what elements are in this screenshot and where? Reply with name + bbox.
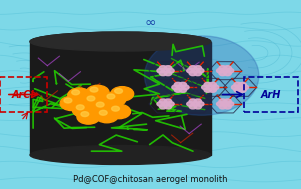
Circle shape: [219, 71, 226, 76]
Circle shape: [222, 102, 229, 106]
Ellipse shape: [30, 146, 211, 164]
Circle shape: [204, 88, 211, 92]
Text: ∞: ∞: [145, 16, 156, 30]
Circle shape: [206, 85, 214, 90]
Circle shape: [164, 99, 172, 104]
Circle shape: [179, 88, 187, 92]
Circle shape: [64, 98, 72, 103]
Circle shape: [99, 110, 107, 115]
Circle shape: [107, 94, 115, 99]
Circle shape: [87, 96, 95, 101]
Circle shape: [157, 68, 164, 73]
Circle shape: [194, 66, 201, 70]
Circle shape: [60, 96, 83, 111]
Circle shape: [216, 68, 224, 73]
Circle shape: [68, 88, 91, 102]
Circle shape: [194, 71, 201, 76]
Circle shape: [226, 102, 234, 106]
Circle shape: [202, 85, 209, 90]
Circle shape: [164, 66, 172, 70]
Circle shape: [86, 85, 109, 100]
Circle shape: [222, 68, 229, 73]
Circle shape: [179, 82, 187, 87]
Circle shape: [76, 105, 84, 110]
Ellipse shape: [144, 36, 259, 115]
Circle shape: [177, 85, 184, 90]
Circle shape: [234, 88, 241, 92]
Circle shape: [72, 103, 95, 117]
Circle shape: [160, 99, 167, 104]
Circle shape: [189, 104, 197, 109]
Circle shape: [160, 71, 167, 76]
Ellipse shape: [30, 32, 211, 51]
Text: ArCl: ArCl: [11, 90, 34, 99]
Ellipse shape: [30, 32, 211, 51]
Text: Pd@COF@chitosan aerogel monolith: Pd@COF@chitosan aerogel monolith: [73, 175, 228, 184]
Circle shape: [160, 66, 167, 70]
Circle shape: [95, 108, 118, 123]
Circle shape: [92, 100, 115, 115]
Circle shape: [164, 104, 172, 109]
Circle shape: [219, 66, 226, 70]
Circle shape: [167, 68, 174, 73]
Circle shape: [192, 68, 199, 73]
Circle shape: [224, 71, 231, 76]
Circle shape: [197, 68, 204, 73]
Circle shape: [164, 71, 172, 76]
Circle shape: [112, 106, 119, 111]
Circle shape: [81, 112, 89, 117]
Circle shape: [96, 102, 104, 107]
Circle shape: [224, 104, 231, 109]
Circle shape: [239, 88, 246, 92]
Circle shape: [157, 102, 164, 106]
Circle shape: [189, 71, 197, 76]
Circle shape: [187, 102, 194, 106]
Circle shape: [90, 87, 98, 92]
Circle shape: [192, 102, 199, 106]
Circle shape: [241, 85, 249, 90]
Circle shape: [162, 68, 169, 73]
Circle shape: [187, 68, 194, 73]
Circle shape: [231, 85, 239, 90]
Circle shape: [111, 87, 134, 101]
Circle shape: [197, 102, 204, 106]
Circle shape: [219, 104, 226, 109]
Text: ArH: ArH: [261, 90, 281, 99]
Circle shape: [167, 102, 174, 106]
Circle shape: [226, 68, 234, 73]
Circle shape: [209, 82, 216, 87]
Circle shape: [115, 88, 123, 93]
Circle shape: [72, 90, 79, 95]
Circle shape: [172, 85, 179, 90]
Circle shape: [83, 94, 106, 108]
Circle shape: [103, 92, 126, 106]
Circle shape: [77, 110, 100, 124]
Circle shape: [212, 85, 219, 90]
Circle shape: [216, 102, 224, 106]
Circle shape: [162, 102, 169, 106]
Circle shape: [189, 66, 197, 70]
Circle shape: [236, 85, 244, 90]
Circle shape: [182, 85, 189, 90]
Circle shape: [174, 88, 182, 92]
Circle shape: [108, 104, 131, 119]
Circle shape: [194, 104, 201, 109]
Circle shape: [189, 99, 197, 104]
Circle shape: [224, 66, 231, 70]
Circle shape: [224, 99, 231, 104]
Circle shape: [174, 82, 182, 87]
Circle shape: [219, 99, 226, 104]
Circle shape: [239, 82, 246, 87]
Circle shape: [160, 104, 167, 109]
Circle shape: [204, 82, 211, 87]
Circle shape: [209, 88, 216, 92]
Circle shape: [194, 99, 201, 104]
Circle shape: [234, 82, 241, 87]
Bar: [30, 42, 211, 155]
